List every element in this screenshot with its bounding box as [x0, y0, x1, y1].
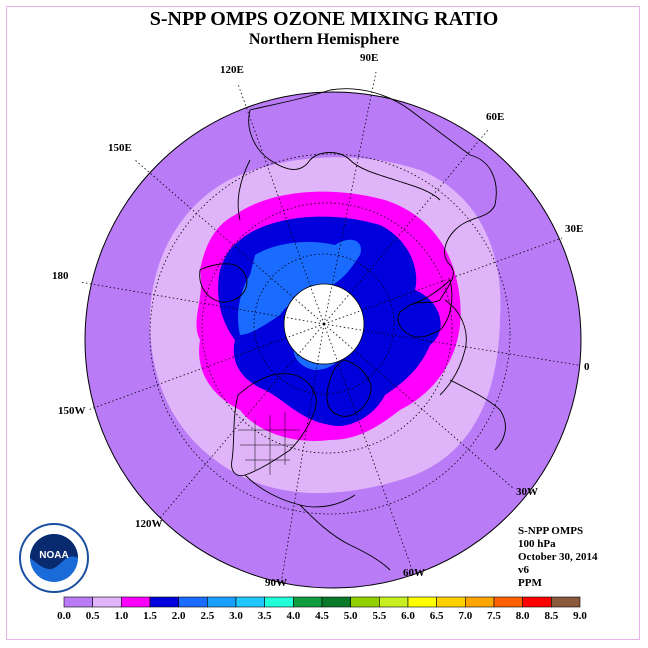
lon-label-120w: 120W — [135, 518, 163, 530]
colorbar-swatch — [436, 596, 466, 608]
logo-text: NOAA — [39, 550, 68, 561]
info-level: 100 hPa — [518, 538, 556, 550]
lon-label-150e: 150E — [108, 142, 132, 154]
colorbar-tick-label: 1.0 — [114, 610, 128, 622]
colorbar-tick-label: 8.0 — [516, 610, 530, 622]
colorbar-tick-label: 3.5 — [258, 610, 272, 622]
colorbar-swatch — [465, 596, 495, 608]
colorbar-swatch — [321, 596, 351, 608]
lon-label-90e: 90E — [360, 52, 378, 64]
colorbar-swatch — [293, 596, 323, 608]
lon-label-90w: 90W — [265, 577, 287, 589]
colorbar-tick-label: 6.0 — [401, 610, 415, 622]
info-block: S-NPP OMPS 100 hPa October 30, 2014 v6 P… — [518, 525, 598, 590]
colorbar-tick-label: 8.5 — [544, 610, 558, 622]
colorbar-tick-label: 5.0 — [344, 610, 358, 622]
lon-label-120e: 120E — [220, 64, 244, 76]
colorbar-tick-label: 6.5 — [430, 610, 444, 622]
meridians — [79, 71, 579, 579]
info-units: PPM — [518, 577, 542, 589]
political-boundaries — [238, 412, 300, 475]
colorbar-swatch — [493, 596, 523, 608]
colorbar-tick-label: 1.5 — [143, 610, 157, 622]
colorbar-swatches — [63, 596, 581, 608]
colorbar-swatch — [235, 596, 265, 608]
noaa-logo-icon: NOAA — [19, 523, 89, 593]
coastlines — [199, 88, 506, 571]
figure-title: S-NPP OMPS OZONE MIXING RATIO — [149, 8, 499, 30]
lon-label-60w: 60W — [403, 567, 425, 579]
colorbar-swatch — [264, 596, 294, 608]
colorbar-tick-label: 5.5 — [372, 610, 386, 622]
colorbar-tick-label: 0.5 — [86, 610, 100, 622]
colorbar-tick-label: 4.5 — [315, 610, 329, 622]
info-date: October 30, 2014 — [518, 551, 598, 563]
colorbar-tick-label: 2.5 — [200, 610, 214, 622]
colorbar-swatch — [522, 596, 552, 608]
colorbar-swatch — [407, 596, 437, 608]
colorbar-tick-label: 7.5 — [487, 610, 501, 622]
lon-label-30e: 30E — [565, 223, 583, 235]
latitude-circles — [149, 153, 511, 515]
lon-label-30w: 30W — [516, 486, 538, 498]
info-instrument: S-NPP OMPS — [518, 525, 584, 537]
colorbar-tick-label: 9.0 — [573, 610, 587, 622]
colorbar-swatch — [149, 596, 179, 608]
colorbar-tick-label: 7.0 — [458, 610, 472, 622]
colorbar-swatch — [379, 596, 409, 608]
lon-label-60e: 60E — [486, 111, 504, 123]
figure-subtitle: Northern Hemisphere — [248, 31, 400, 48]
info-version: v6 — [518, 564, 529, 576]
colorbar-tick-label: 4.0 — [286, 610, 300, 622]
colorbar-swatch — [63, 596, 93, 608]
colorbar-tick-label: 2.0 — [172, 610, 186, 622]
colorbar-swatch — [551, 596, 581, 608]
lon-label-0: 0 — [584, 361, 590, 373]
lon-label-180: 180 — [52, 270, 69, 282]
colorbar-swatch — [121, 596, 151, 608]
colorbar-swatch — [207, 596, 237, 608]
colorbar-swatch — [178, 596, 208, 608]
colorbar-swatch — [350, 596, 380, 608]
lon-label-150w: 150W — [58, 405, 86, 417]
figure-frame — [6, 6, 640, 640]
colorbar-swatch — [92, 596, 122, 608]
colorbar-tick-label: 0.0 — [57, 610, 71, 622]
colorbar-tick-label: 3.0 — [229, 610, 243, 622]
colorbar-ticks: 0.0 0.5 1.0 1.5 2.0 2.5 3.0 3.5 4.0 4.5 5.0 5.5 6.0 6… — [57, 610, 587, 622]
